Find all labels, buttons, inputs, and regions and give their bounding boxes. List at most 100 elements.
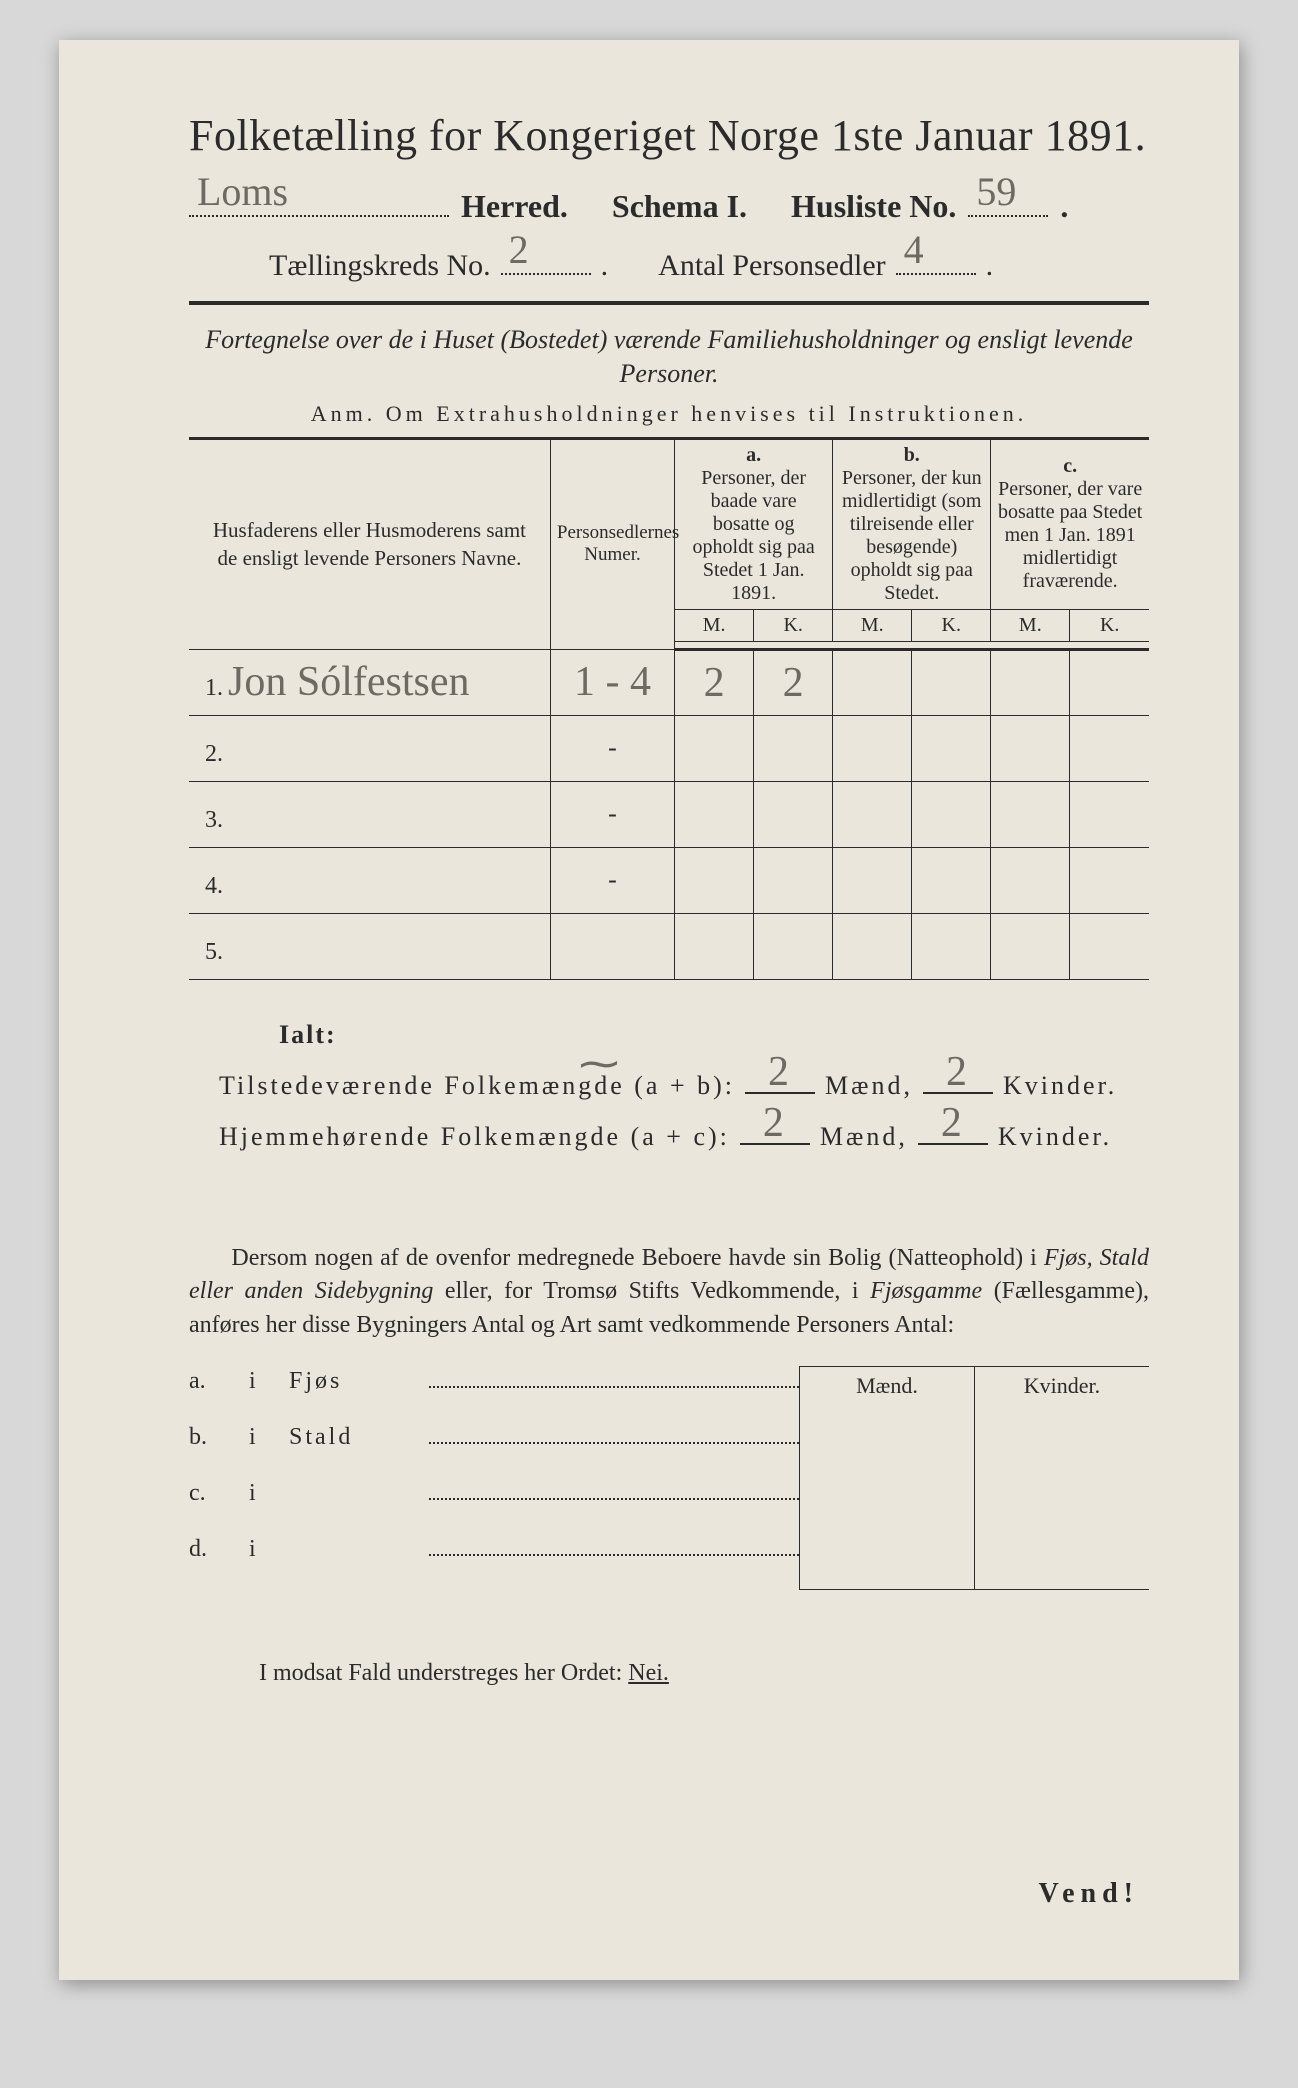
sidebuilding-left: a.iFjøsb.iStaldc.id.i bbox=[189, 1366, 799, 1590]
cell-c-k bbox=[1070, 649, 1149, 715]
squiggle-mark: ⁓ bbox=[579, 1040, 619, 1087]
cell-b-m bbox=[833, 913, 912, 979]
herred-handwriting: Loms bbox=[197, 168, 288, 215]
cell-name: 5. bbox=[189, 913, 550, 979]
cell-personsedler-num bbox=[550, 913, 674, 979]
th-num: Personsedlernes Numer. bbox=[550, 439, 674, 649]
cell-a-k bbox=[754, 847, 833, 913]
nei-line: I modsat Fald understreges her Ordet: Ne… bbox=[259, 1660, 1149, 1687]
kreds-dot: . bbox=[601, 249, 609, 283]
sidebuilding-table: a.iFjøsb.iStaldc.id.i Mænd. Kvinder. bbox=[189, 1366, 1149, 1590]
name-handwriting: Jon Sólfestsen bbox=[228, 659, 470, 705]
cell-personsedler-num: - bbox=[550, 781, 674, 847]
page-title: Folketælling for Kongeriget Norge 1ste J… bbox=[189, 110, 1149, 161]
th-a-k: K. bbox=[754, 609, 833, 641]
cell-personsedler-num: - bbox=[550, 847, 674, 913]
th-b-m: M. bbox=[833, 609, 912, 641]
tot2-m-slot: 2 bbox=[740, 1111, 810, 1145]
cell-b-k bbox=[912, 913, 991, 979]
cell-b-k bbox=[912, 715, 991, 781]
table-row: 4. - bbox=[189, 847, 1149, 913]
herred-label: Herred. bbox=[461, 188, 568, 225]
husliste-label: Husliste No. bbox=[791, 188, 956, 225]
tot2-label: Hjemmehørende Folkemængde (a + c): bbox=[219, 1122, 730, 1152]
cell-c-m bbox=[991, 847, 1070, 913]
cell-a-m bbox=[675, 847, 754, 913]
cell-a-m bbox=[675, 781, 754, 847]
th-b-k: K. bbox=[912, 609, 991, 641]
cell-a-m bbox=[675, 913, 754, 979]
husliste-no-field: 59 bbox=[968, 179, 1048, 217]
tot1-maend: Mænd, bbox=[825, 1071, 913, 1101]
cell-c-m bbox=[991, 715, 1070, 781]
th-group-a: a. Personer, der baade vare bosatte og o… bbox=[675, 439, 833, 609]
cell-name: 2. bbox=[189, 715, 550, 781]
total-row-resident: Hjemmehørende Folkemængde (a + c): 2 Mæn… bbox=[219, 1111, 1149, 1152]
sidebuild-row: d.i bbox=[189, 1534, 799, 1590]
cell-personsedler-num: - bbox=[550, 715, 674, 781]
cell-c-k bbox=[1070, 847, 1149, 913]
sidebuild-row: b.iStald bbox=[189, 1422, 799, 1478]
th-c-k: K. bbox=[1070, 609, 1149, 641]
herred-field: Loms bbox=[189, 179, 449, 217]
cell-name: 1. Jon Sólfestsen bbox=[189, 649, 550, 715]
anm-text: Anm. Om Extrahusholdninger henvises til … bbox=[189, 401, 1149, 427]
sb-col-maend: Mænd. bbox=[800, 1367, 975, 1589]
cell-name: 3. bbox=[189, 781, 550, 847]
schema-label: Schema I. bbox=[612, 188, 747, 225]
th-group-c: c. Personer, der vare bosatte paa Stedet… bbox=[991, 439, 1149, 609]
table-row: 3. - bbox=[189, 781, 1149, 847]
th-spacer bbox=[675, 641, 1149, 649]
cell-a-k bbox=[754, 781, 833, 847]
tot1-label: Tilstedeværende Folkemængde (a + b): bbox=[219, 1071, 735, 1101]
cell-a-k: 2 bbox=[754, 649, 833, 715]
antal-field: 4 bbox=[896, 239, 976, 275]
table-row: 2. - bbox=[189, 715, 1149, 781]
cell-b-k bbox=[912, 781, 991, 847]
th-name: Husfaderens eller Husmoderens samt de en… bbox=[189, 439, 550, 649]
cell-c-m bbox=[991, 913, 1070, 979]
ialt-block: Ialt: bbox=[279, 1020, 1149, 1050]
cell-a-m bbox=[675, 715, 754, 781]
cell-b-m bbox=[833, 715, 912, 781]
husliste-dot: . bbox=[1060, 188, 1068, 225]
census-form-page: Folketælling for Kongeriget Norge 1ste J… bbox=[59, 40, 1239, 1980]
header-line-1: Loms Herred. Schema I. Husliste No. 59 . bbox=[189, 179, 1149, 225]
kreds-label: Tællingskreds No. bbox=[269, 249, 491, 283]
cell-c-m bbox=[991, 649, 1070, 715]
antal-dot: . bbox=[986, 249, 994, 283]
th-c-m: M. bbox=[991, 609, 1070, 641]
kreds-no-field: 2 bbox=[501, 239, 591, 275]
sb-col-kvinder: Kvinder. bbox=[975, 1367, 1149, 1589]
tot1-m-slot: 2 bbox=[745, 1060, 815, 1094]
divider-thick-1 bbox=[189, 301, 1149, 305]
cell-c-k bbox=[1070, 715, 1149, 781]
cell-b-m bbox=[833, 649, 912, 715]
header-line-2: Tællingskreds No. 2 . Antal Personsedler… bbox=[269, 239, 1149, 283]
antal-handwriting: 4 bbox=[904, 226, 924, 273]
cell-b-m bbox=[833, 781, 912, 847]
table-row: 5. bbox=[189, 913, 1149, 979]
ialt-label: Ialt: bbox=[279, 1020, 337, 1049]
sidebuilding-paragraph: Dersom nogen af de ovenfor medregnede Be… bbox=[189, 1242, 1149, 1343]
cell-c-m bbox=[991, 781, 1070, 847]
th-a-m: M. bbox=[675, 609, 754, 641]
tot2-maend: Mænd, bbox=[820, 1122, 908, 1152]
cell-a-m: 2 bbox=[675, 649, 754, 715]
cell-name: 4. bbox=[189, 847, 550, 913]
tot2-k-slot: 2 bbox=[918, 1111, 988, 1145]
antal-label: Antal Personsedler bbox=[658, 249, 885, 283]
sidebuild-row: a.iFjøs bbox=[189, 1366, 799, 1422]
census-table: Husfaderens eller Husmoderens samt de en… bbox=[189, 439, 1149, 980]
tot1-kvinder: Kvinder. bbox=[1003, 1071, 1117, 1101]
cell-personsedler-num: 1 - 4 bbox=[550, 649, 674, 715]
sidebuild-row: c.i bbox=[189, 1478, 799, 1534]
cell-b-m bbox=[833, 847, 912, 913]
nei-word: Nei. bbox=[628, 1660, 669, 1686]
intro-text: Fortegnelse over de i Huset (Bostedet) v… bbox=[189, 323, 1149, 391]
vend-label: Vend! bbox=[1038, 1878, 1139, 1910]
cell-c-k bbox=[1070, 913, 1149, 979]
total-row-present: Tilstedeværende Folkemængde (a + b): 2 M… bbox=[219, 1060, 1149, 1101]
sidebuilding-right: Mænd. Kvinder. bbox=[799, 1366, 1149, 1590]
cell-a-k bbox=[754, 715, 833, 781]
